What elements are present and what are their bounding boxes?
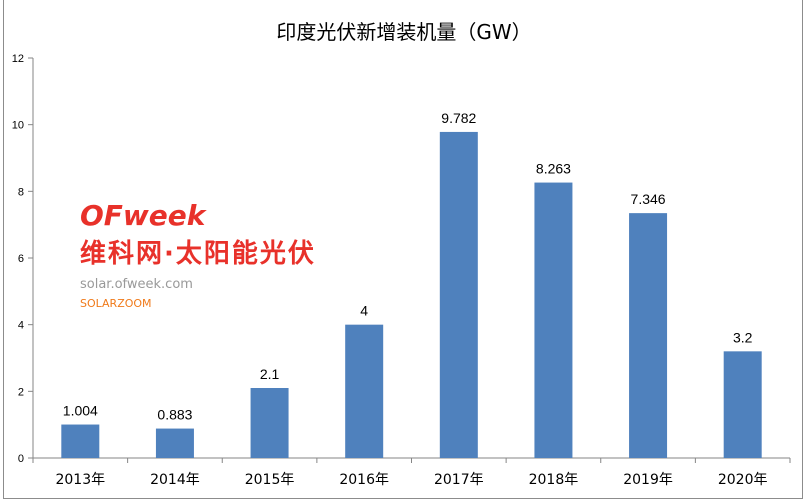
data-label: 3.2	[733, 329, 753, 345]
bar-2014年	[155, 428, 194, 458]
x-tick-label: 2020年	[718, 472, 768, 488]
bar-2018年	[534, 182, 573, 459]
data-label: 9.782	[441, 110, 476, 126]
data-label: 0.883	[157, 407, 192, 423]
x-tick-label: 2018年	[529, 472, 579, 488]
data-label: 7.346	[631, 191, 666, 207]
data-label: 2.1	[260, 366, 280, 382]
watermark-cn-text: 维科网·太阳能光伏	[80, 239, 316, 269]
data-label: 1.004	[63, 403, 98, 419]
x-tick-label: 2015年	[245, 472, 295, 488]
bar-2020年	[723, 351, 762, 458]
x-tick-label: 2013年	[55, 472, 105, 488]
chart-title: 印度光伏新增装机量（GW）	[276, 20, 532, 44]
y-tick-label: 10	[12, 120, 24, 132]
bar-2017年	[439, 131, 478, 458]
data-label: 8.263	[536, 161, 571, 177]
x-tick-label: 2019年	[623, 472, 673, 488]
x-tick-label: 2017年	[434, 472, 484, 488]
chart-frame	[3, 0, 803, 499]
watermark-brand: OFweek	[80, 199, 206, 232]
bar-2016年	[345, 324, 384, 458]
data-label: 4	[360, 303, 368, 319]
y-tick-label: 8	[18, 186, 24, 198]
bar-2015年	[250, 388, 289, 458]
y-tick-label: 0	[18, 453, 24, 465]
watermark-site: solar.ofweek.com	[80, 277, 193, 292]
watermark-partner: SOLARZOOM	[80, 297, 152, 310]
bar-2013年	[61, 424, 100, 458]
y-tick-label: 4	[18, 320, 24, 332]
x-tick-label: 2014年	[150, 472, 200, 488]
y-tick-label: 2	[18, 386, 24, 398]
x-tick-label: 2016年	[339, 472, 389, 488]
bar-2019年	[629, 213, 668, 458]
y-tick-label: 12	[12, 53, 24, 65]
y-tick-label: 6	[18, 253, 24, 265]
